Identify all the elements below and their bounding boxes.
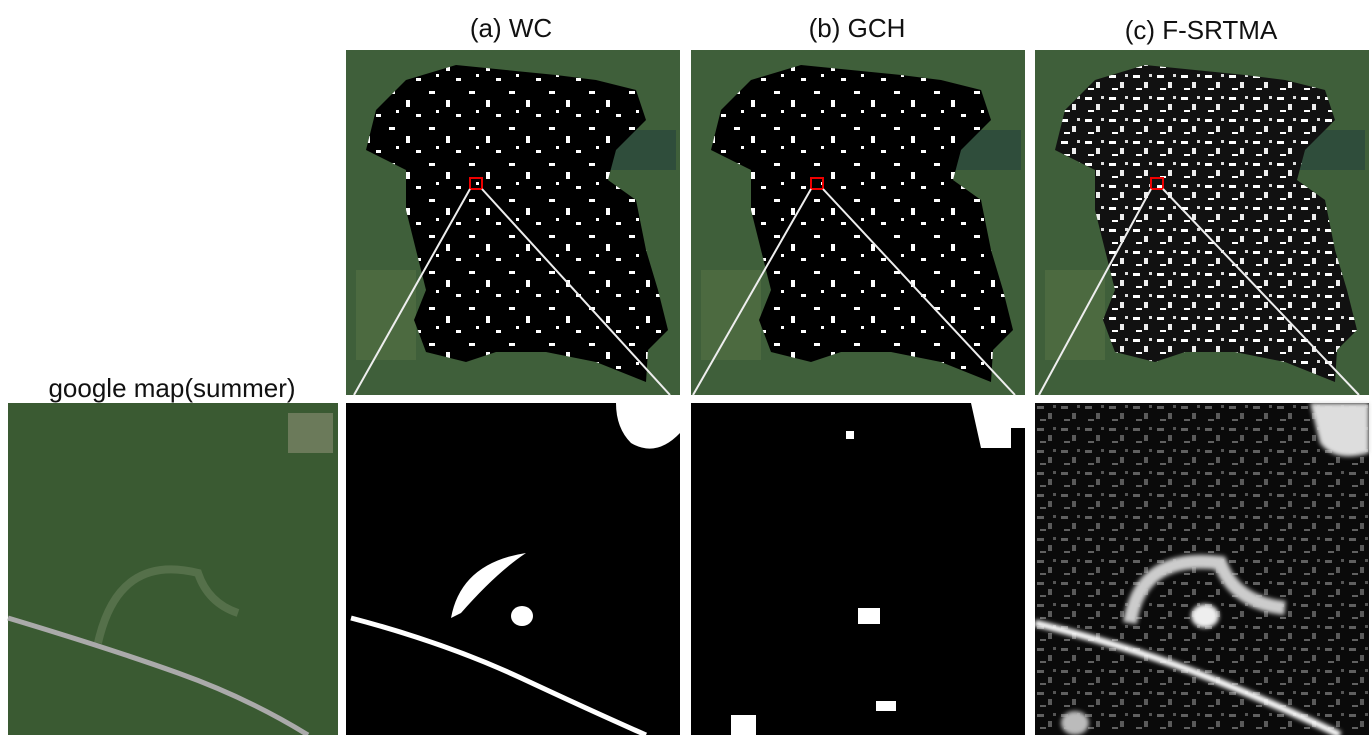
detail-fsrtma xyxy=(1035,403,1369,735)
overview-fsrtma xyxy=(1035,50,1369,395)
reference-image xyxy=(8,403,338,735)
panel-title: (a) WC xyxy=(470,13,552,43)
panel-title: (c) F-SRTMA xyxy=(1125,15,1278,45)
figure: (a) WC (b) GCH (c) F-SRTMA google map(su… xyxy=(0,0,1372,735)
detail-wc xyxy=(346,403,680,735)
detail-gch xyxy=(691,403,1025,735)
panel-title: (b) GCH xyxy=(809,13,906,43)
overview-wc xyxy=(346,50,680,395)
page: body { margin: 0; background: #fff; font… xyxy=(0,0,1372,735)
overview-gch xyxy=(691,50,1025,395)
body: {"panels": [{"label": "(a) WC"}, {"label… xyxy=(0,0,1372,735)
reference-title: google map(summer) xyxy=(48,373,295,403)
